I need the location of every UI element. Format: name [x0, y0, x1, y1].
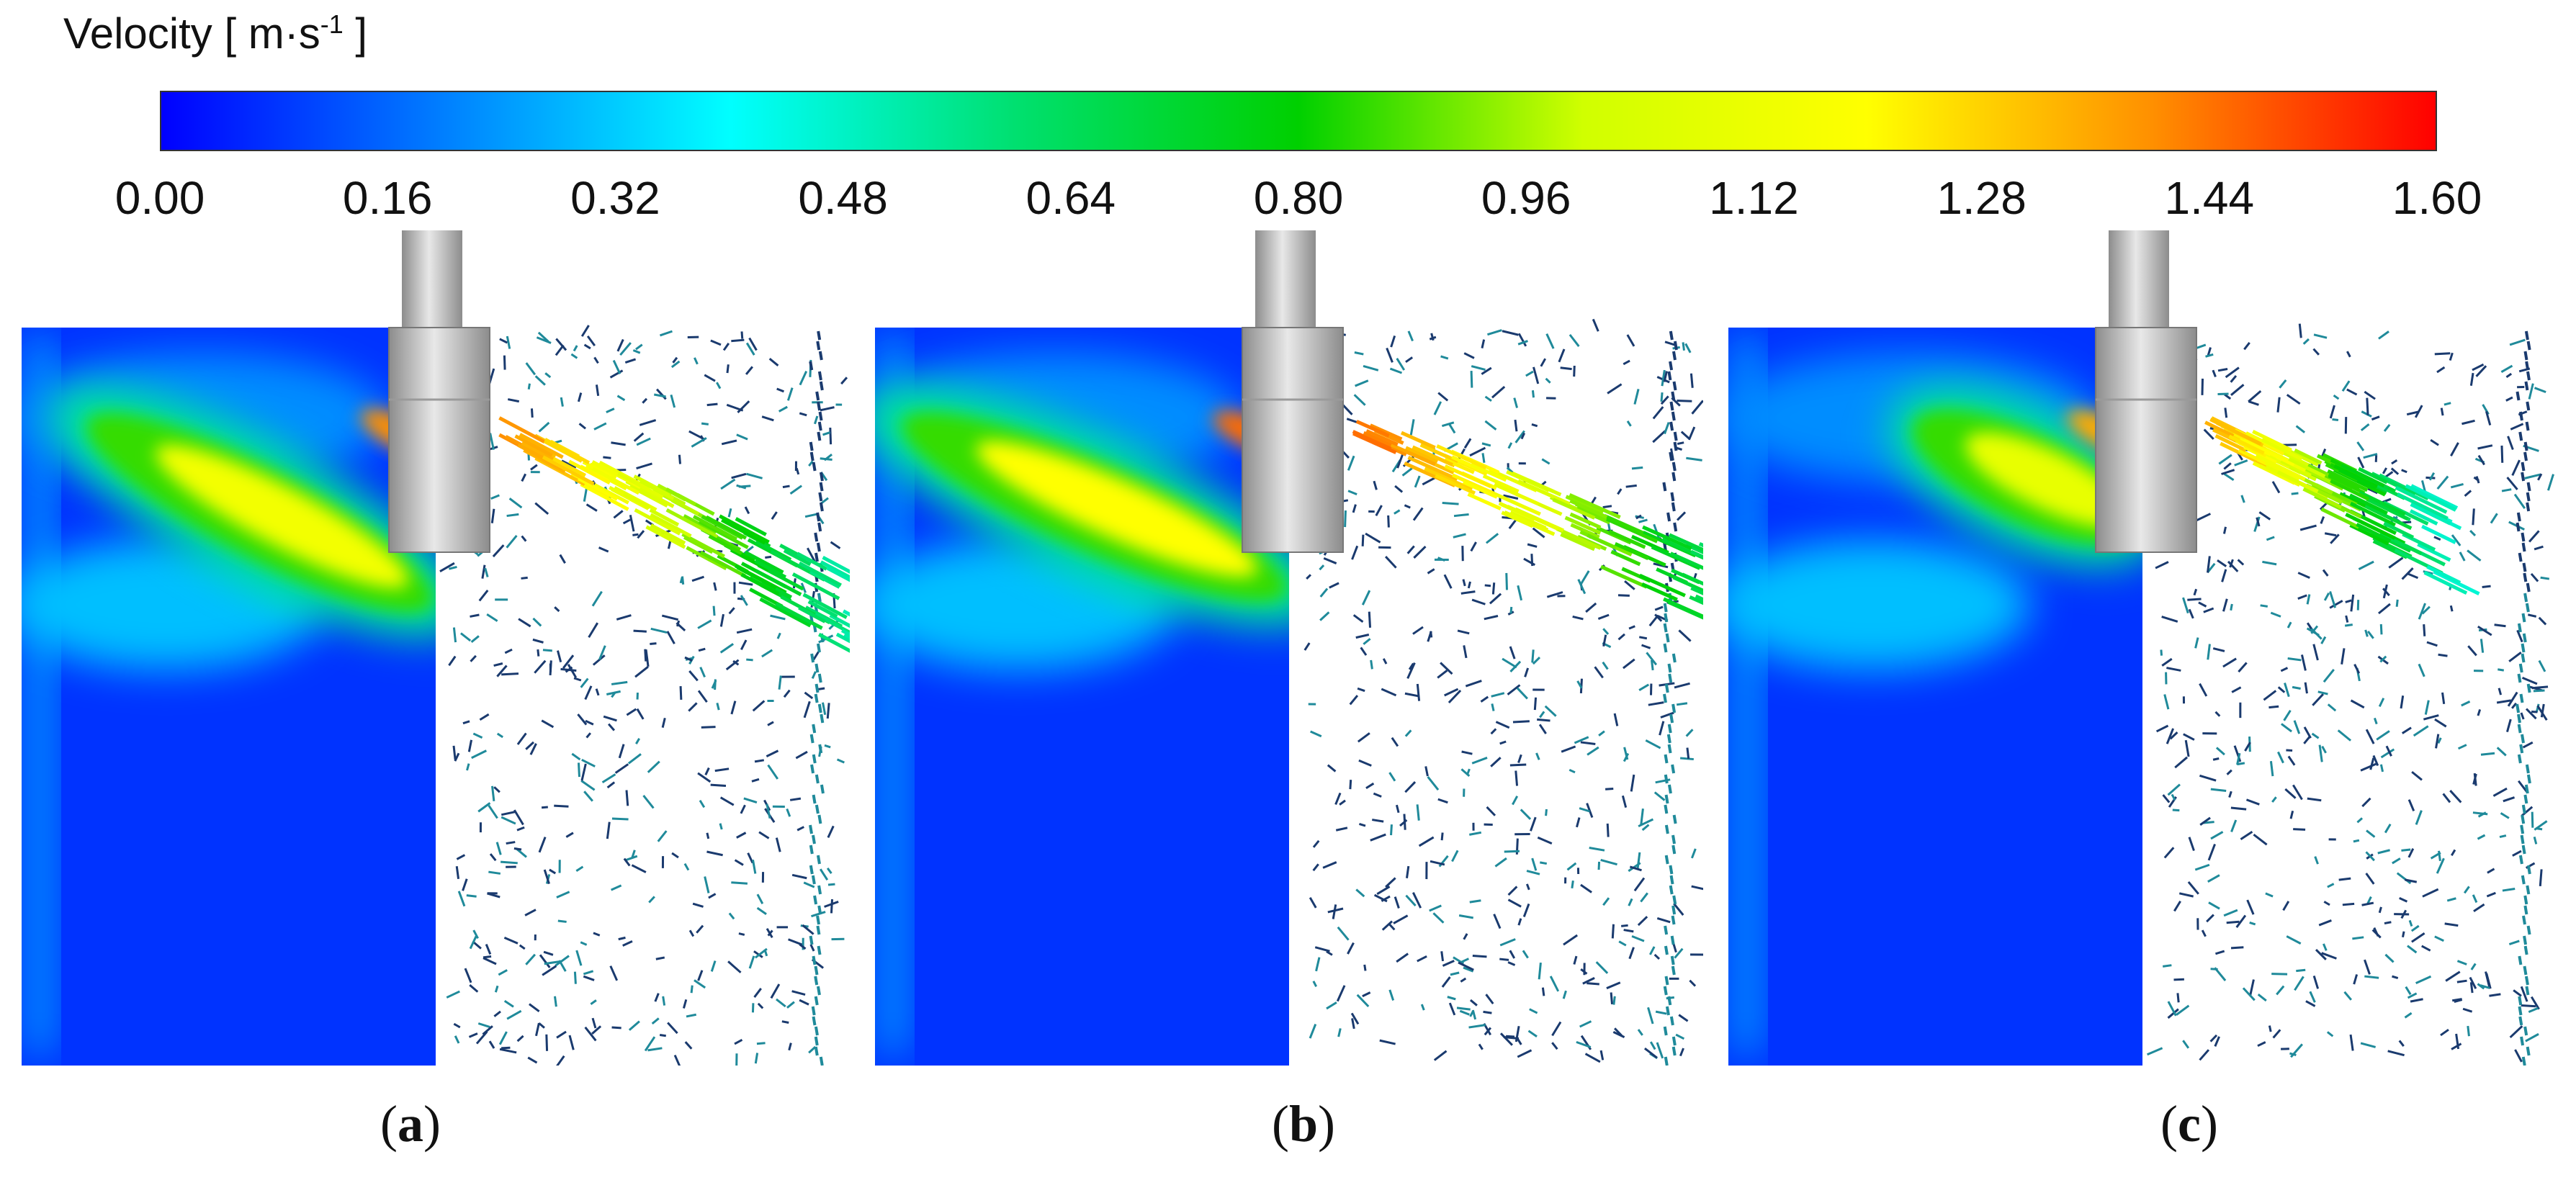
velocity-vector-field — [1280, 318, 1703, 1066]
wall-boundary-flow — [1736, 335, 1757, 1055]
nozzle-shaft — [2109, 230, 2169, 331]
recirculation-zone — [1728, 540, 2031, 670]
velocity-contour-panel-b — [875, 230, 1703, 1066]
colorbar-tick-label: 0.00 — [115, 172, 205, 224]
jet-core — [156, 445, 409, 588]
velocity-contour-panel-c — [1728, 230, 2554, 1066]
velocity-colorbar — [160, 91, 2437, 151]
caption-b: (b) — [1271, 1095, 1336, 1153]
colorbar-tick-label: 0.16 — [342, 172, 433, 224]
panel-b — [875, 230, 1703, 1066]
colorbar-tick-label: 1.44 — [2164, 172, 2255, 224]
jet-core — [976, 441, 1257, 577]
caption-c: (c) — [2160, 1095, 2218, 1153]
nozzle-shaft — [402, 230, 462, 331]
nozzle-shaft — [1255, 230, 1316, 331]
jet-core — [1965, 432, 2130, 528]
colorbar-tick-label: 0.80 — [1253, 172, 1344, 224]
nozzle-body — [2095, 327, 2197, 553]
colorbar-title: Velocity [ m·s-1 ] — [63, 9, 368, 58]
colorbar-tick-label: 0.96 — [1481, 172, 1571, 224]
colorbar-tick-label: 0.48 — [798, 172, 888, 224]
wall-boundary-flow — [29, 335, 50, 1055]
velocity-vector-field — [426, 325, 850, 1066]
colorbar-tick-label: 1.12 — [1709, 172, 1799, 224]
nozzle-body — [388, 327, 490, 553]
caption-a: (a) — [380, 1095, 441, 1153]
panel-a — [22, 230, 850, 1066]
velocity-vector-field — [2133, 323, 2554, 1066]
colorbar-tick-label: 0.64 — [1026, 172, 1116, 224]
panel-c — [1728, 230, 2557, 1066]
colorbar-tick-label: 0.32 — [570, 172, 660, 224]
velocity-contour-panel-a — [22, 230, 850, 1066]
colorbar-tick-label: 1.28 — [1937, 172, 2027, 224]
colorbar-tick-label: 1.60 — [2392, 172, 2482, 224]
nozzle-body — [1242, 327, 1344, 553]
